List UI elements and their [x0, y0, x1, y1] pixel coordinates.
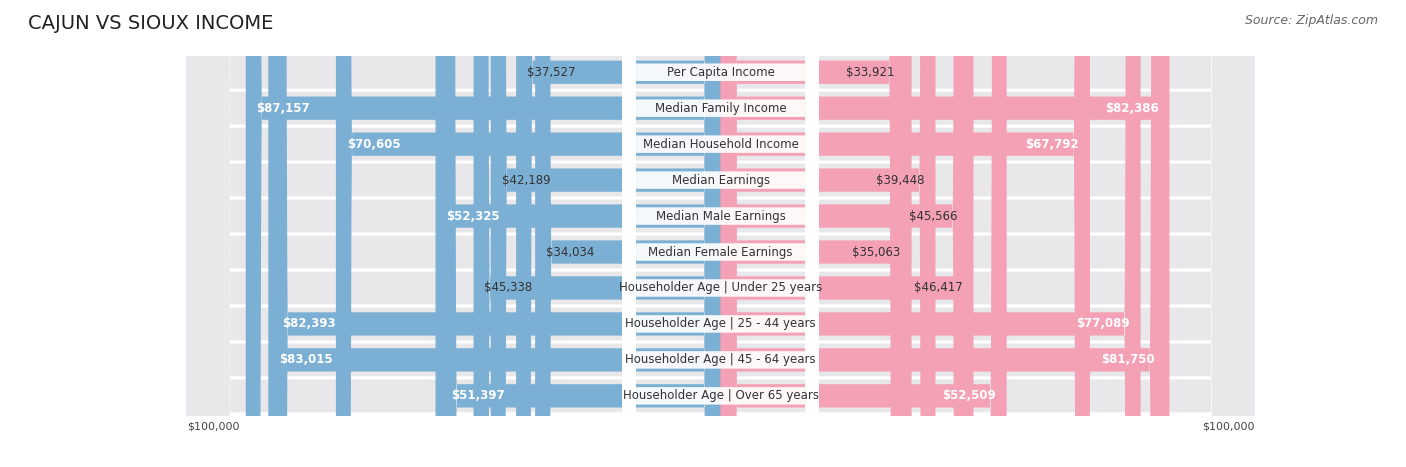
FancyBboxPatch shape [623, 0, 818, 467]
Text: Source: ZipAtlas.com: Source: ZipAtlas.com [1244, 14, 1378, 27]
Text: $39,448: $39,448 [876, 174, 925, 187]
FancyBboxPatch shape [187, 0, 1254, 467]
FancyBboxPatch shape [623, 0, 818, 467]
Text: $77,089: $77,089 [1076, 318, 1129, 331]
Text: $45,338: $45,338 [485, 282, 533, 295]
FancyBboxPatch shape [187, 0, 1254, 467]
Text: $37,527: $37,527 [527, 66, 575, 79]
Text: $82,386: $82,386 [1105, 102, 1159, 115]
Text: $42,189: $42,189 [502, 174, 550, 187]
Text: $70,605: $70,605 [347, 138, 401, 151]
Text: $100,000: $100,000 [1202, 422, 1254, 432]
FancyBboxPatch shape [623, 0, 818, 467]
FancyBboxPatch shape [721, 0, 1007, 467]
Text: $33,921: $33,921 [846, 66, 894, 79]
FancyBboxPatch shape [271, 0, 721, 467]
FancyBboxPatch shape [187, 0, 1254, 467]
FancyBboxPatch shape [516, 0, 721, 467]
FancyBboxPatch shape [721, 0, 1140, 467]
FancyBboxPatch shape [721, 0, 973, 467]
Text: Householder Age | 45 - 64 years: Householder Age | 45 - 64 years [626, 354, 815, 367]
Text: Median Family Income: Median Family Income [655, 102, 786, 115]
FancyBboxPatch shape [721, 0, 1090, 467]
Text: Householder Age | Over 65 years: Householder Age | Over 65 years [623, 389, 818, 403]
Text: Per Capita Income: Per Capita Income [666, 66, 775, 79]
Text: $45,566: $45,566 [910, 210, 957, 223]
FancyBboxPatch shape [623, 0, 818, 467]
FancyBboxPatch shape [187, 0, 1254, 467]
FancyBboxPatch shape [187, 0, 1254, 467]
Text: Median Earnings: Median Earnings [672, 174, 769, 187]
FancyBboxPatch shape [187, 0, 1254, 467]
Text: Householder Age | 25 - 44 years: Householder Age | 25 - 44 years [626, 318, 815, 331]
FancyBboxPatch shape [623, 0, 818, 467]
Text: $100,000: $100,000 [187, 422, 239, 432]
Text: Median Male Earnings: Median Male Earnings [655, 210, 786, 223]
FancyBboxPatch shape [436, 0, 721, 467]
FancyBboxPatch shape [623, 0, 818, 467]
FancyBboxPatch shape [623, 0, 818, 467]
FancyBboxPatch shape [187, 0, 1254, 467]
FancyBboxPatch shape [623, 0, 818, 467]
FancyBboxPatch shape [721, 0, 1166, 467]
Text: $52,325: $52,325 [446, 210, 501, 223]
Text: $34,034: $34,034 [546, 246, 595, 259]
FancyBboxPatch shape [440, 0, 721, 467]
Text: Median Household Income: Median Household Income [643, 138, 799, 151]
FancyBboxPatch shape [721, 0, 1170, 467]
FancyBboxPatch shape [336, 0, 721, 467]
Text: $67,792: $67,792 [1025, 138, 1078, 151]
FancyBboxPatch shape [536, 0, 721, 467]
FancyBboxPatch shape [246, 0, 721, 467]
FancyBboxPatch shape [721, 0, 935, 467]
FancyBboxPatch shape [187, 0, 1254, 467]
FancyBboxPatch shape [721, 0, 911, 467]
FancyBboxPatch shape [721, 0, 905, 467]
Text: $81,750: $81,750 [1101, 354, 1156, 367]
FancyBboxPatch shape [269, 0, 721, 467]
Text: $83,015: $83,015 [280, 354, 333, 367]
FancyBboxPatch shape [721, 0, 969, 467]
FancyBboxPatch shape [491, 0, 721, 467]
Text: $82,393: $82,393 [283, 318, 336, 331]
FancyBboxPatch shape [187, 0, 1254, 467]
Text: CAJUN VS SIOUX INCOME: CAJUN VS SIOUX INCOME [28, 14, 274, 33]
Text: $46,417: $46,417 [914, 282, 963, 295]
FancyBboxPatch shape [187, 0, 1254, 467]
FancyBboxPatch shape [623, 0, 818, 467]
FancyBboxPatch shape [474, 0, 721, 467]
Text: $52,509: $52,509 [942, 389, 995, 403]
Text: Householder Age | Under 25 years: Householder Age | Under 25 years [619, 282, 823, 295]
Text: $51,397: $51,397 [451, 389, 505, 403]
Text: $35,063: $35,063 [852, 246, 901, 259]
FancyBboxPatch shape [623, 0, 818, 467]
Text: Median Female Earnings: Median Female Earnings [648, 246, 793, 259]
Text: $87,157: $87,157 [257, 102, 311, 115]
